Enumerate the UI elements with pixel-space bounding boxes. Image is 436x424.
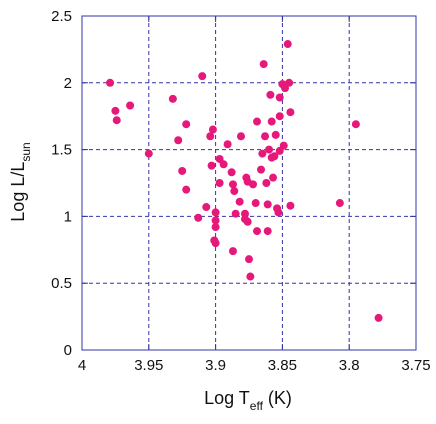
y-axis-title-main: Log L/L [8, 162, 28, 222]
data-point [236, 132, 245, 141]
data-point [351, 120, 360, 129]
data-point [271, 130, 280, 139]
data-point [263, 227, 272, 236]
y-tick-label: 1 [64, 208, 72, 225]
data-point [228, 247, 237, 256]
data-point [106, 78, 115, 87]
data-point [257, 165, 266, 174]
y-tick-label: 1.5 [51, 142, 72, 159]
data-point [182, 185, 191, 194]
data-point [240, 209, 249, 218]
data-point [249, 180, 258, 189]
data-point [227, 168, 236, 177]
data-point [211, 223, 220, 232]
y-axis-title-subscript: sun [19, 142, 33, 161]
data-point [259, 60, 268, 69]
data-point [246, 272, 255, 281]
data-point [235, 197, 244, 206]
x-tick-label: 3.9 [205, 357, 226, 374]
y-tick-label: 0 [64, 342, 72, 359]
x-tick-label: 3.85 [268, 357, 297, 374]
data-point [194, 213, 203, 222]
data-point [262, 179, 271, 187]
y-axis-tick-labels: 0 0.5 1 1.5 2 2.5 [51, 8, 72, 359]
data-point [198, 72, 207, 81]
x-tick-label: 3.75 [401, 357, 430, 374]
x-tick-label: 3.8 [339, 357, 360, 374]
data-point [245, 255, 253, 264]
data-point [285, 78, 294, 87]
data-points [106, 40, 383, 322]
x-tick-label: 4 [78, 357, 86, 374]
data-point [283, 40, 292, 49]
x-axis-title-suffix: (K) [263, 388, 292, 408]
x-axis-title-subscript: eff [250, 399, 264, 413]
data-point [269, 173, 278, 182]
y-tick-label: 0.5 [51, 275, 72, 292]
data-point [223, 140, 232, 149]
data-point [144, 149, 153, 158]
data-point [211, 216, 220, 225]
x-axis-tick-labels: 4 3.95 3.9 3.85 3.8 3.75 [78, 357, 431, 374]
data-point [111, 106, 120, 115]
x-axis-title: Log Teff (K) [204, 388, 292, 413]
data-point [270, 152, 279, 161]
data-point [275, 112, 284, 121]
data-point [279, 141, 288, 150]
data-point [374, 313, 383, 322]
data-point [207, 161, 216, 170]
data-point [208, 125, 217, 134]
x-tick-label: 3.95 [134, 357, 163, 374]
data-point [178, 166, 187, 175]
data-point [211, 239, 220, 248]
x-axis-title-main: Log T [204, 388, 250, 408]
data-point [251, 199, 260, 208]
data-point [230, 187, 239, 196]
data-point [286, 201, 295, 210]
data-point [261, 132, 270, 141]
data-point [168, 94, 177, 103]
data-point [231, 209, 240, 218]
plot-frame [81, 15, 417, 351]
data-point [182, 120, 191, 129]
data-point [215, 179, 224, 187]
data-point [258, 149, 267, 158]
data-point [275, 93, 284, 102]
data-point [243, 217, 252, 226]
y-tick-label: 2.5 [51, 8, 72, 25]
data-point [286, 108, 295, 117]
data-point [253, 227, 262, 236]
data-point [253, 117, 262, 126]
data-point [206, 132, 215, 141]
y-axis-title: Log L/Lsun [8, 142, 33, 221]
y-tick-label: 2 [64, 75, 72, 92]
data-point [211, 208, 220, 217]
data-point [174, 136, 183, 145]
data-point [267, 117, 276, 126]
data-point [126, 101, 135, 110]
axis-ticks [81, 15, 417, 351]
data-point [335, 199, 344, 208]
data-point [274, 208, 283, 217]
data-point [112, 116, 121, 125]
data-point [219, 160, 228, 169]
data-point [202, 203, 211, 212]
data-point [266, 90, 275, 99]
data-point [228, 180, 237, 189]
data-point [265, 145, 274, 154]
data-point [263, 200, 272, 209]
